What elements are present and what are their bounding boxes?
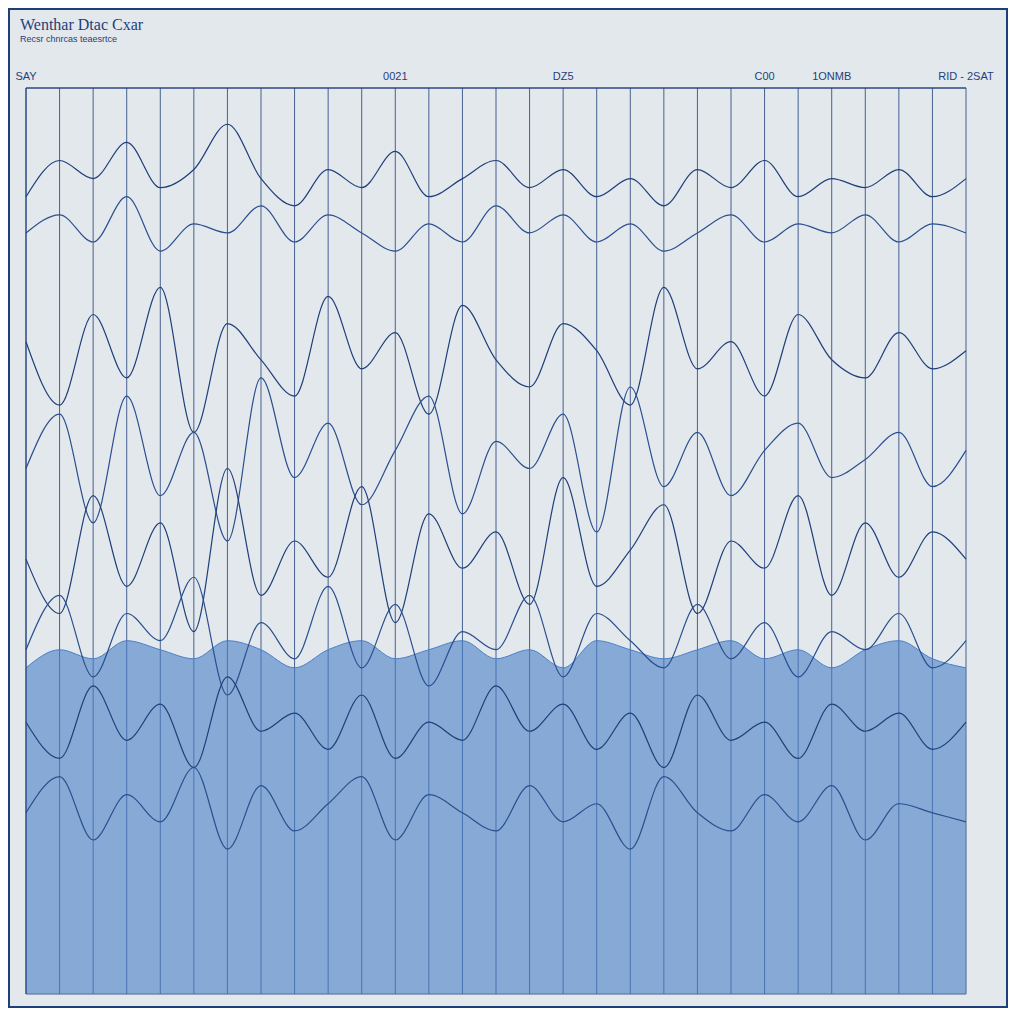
svg-text:SAY: SAY <box>15 70 37 82</box>
svg-text:0021: 0021 <box>383 70 407 82</box>
svg-text:C00: C00 <box>754 70 774 82</box>
html-text:Recsr chnrcas teaesrtce: Recsr chnrcas teaesrtce <box>20 34 117 44</box>
html-text:Wenthar Dtac Cxar: Wenthar Dtac Cxar <box>20 16 144 33</box>
svg-text:1ONMB: 1ONMB <box>812 70 851 82</box>
svg-text:RID - 2SAT: RID - 2SAT <box>938 70 994 82</box>
svg-text:DZ5: DZ5 <box>553 70 574 82</box>
